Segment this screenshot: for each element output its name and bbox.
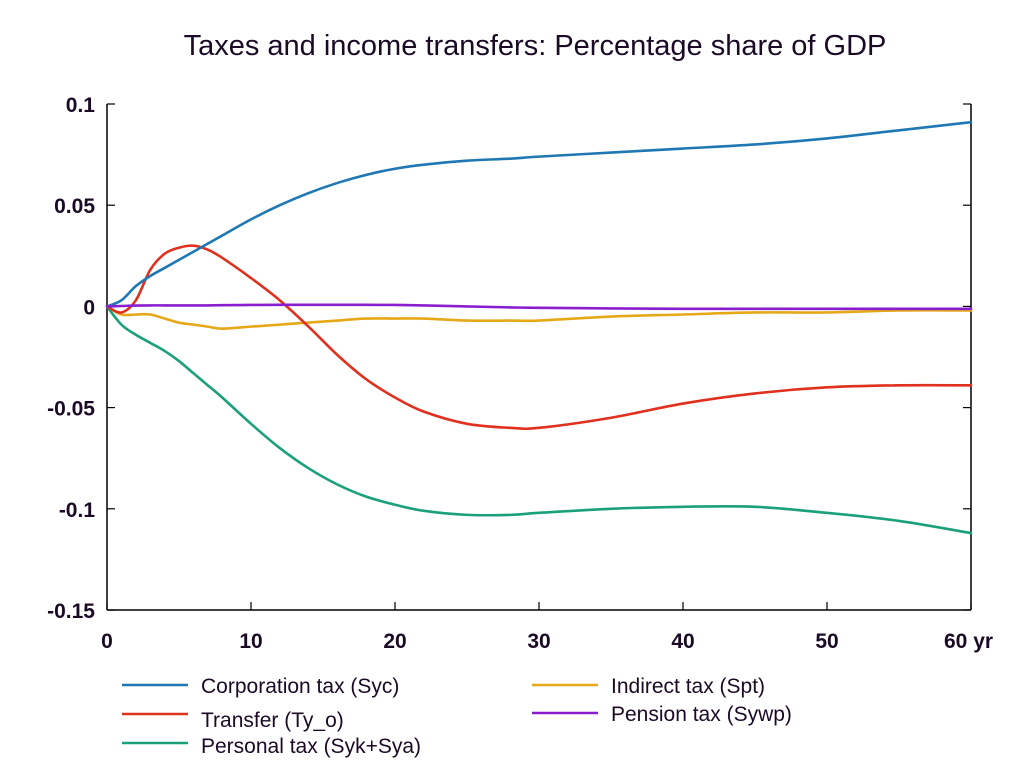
series-line-transfer-ty-o [105, 244, 973, 431]
y-tick-label: -0.15 [47, 600, 95, 623]
y-tick-label: -0.1 [59, 499, 96, 522]
legend-label-transfer-ty-o: Transfer (Ty_o) [201, 709, 344, 732]
legend: Corporation tax (Syc) Transfer (Ty_o) Pers… [122, 675, 792, 758]
axes [106, 104, 972, 611]
x-tick-label: 30 [527, 630, 550, 653]
series-line-indirect-tax-spt [105, 305, 973, 330]
legend-label-indirect-tax-spt: Indirect tax (Spt) [611, 675, 765, 698]
legend-label-personal-tax-syk-sya: Personal tax (Syk+Sya) [201, 735, 421, 758]
x-tick-label: 60 yr [944, 630, 993, 653]
series-line-corporation-tax-syc [105, 120, 973, 308]
y-tick-label: 0.1 [66, 94, 96, 117]
chart-title: Taxes and income transfers: Percentage s… [183, 30, 887, 62]
legend-label-corporation-tax-syc: Corporation tax (Syc) [201, 675, 399, 698]
legend-label-pension-tax-sywp: Pension tax (Sywp) [611, 703, 792, 726]
y-axis-ticks: 0.1 0.05 0 -0.05 -0.1 -0.15 [47, 94, 971, 623]
series-lines [105, 120, 973, 535]
x-tick-label: 10 [239, 630, 262, 653]
x-tick-label: 40 [671, 630, 694, 653]
y-tick-label: 0.05 [54, 195, 95, 218]
series-line-pension-tax-sywp [105, 303, 973, 311]
x-tick-label: 0 [101, 630, 113, 653]
y-tick-label: -0.05 [47, 398, 95, 421]
x-tick-label: 50 [815, 630, 838, 653]
y-tick-label: 0 [83, 296, 95, 319]
series-line-personal-tax-syk-sya [105, 305, 973, 535]
x-tick-label: 20 [383, 630, 406, 653]
x-axis-ticks: 0 10 20 30 40 50 60 yr [101, 602, 993, 653]
